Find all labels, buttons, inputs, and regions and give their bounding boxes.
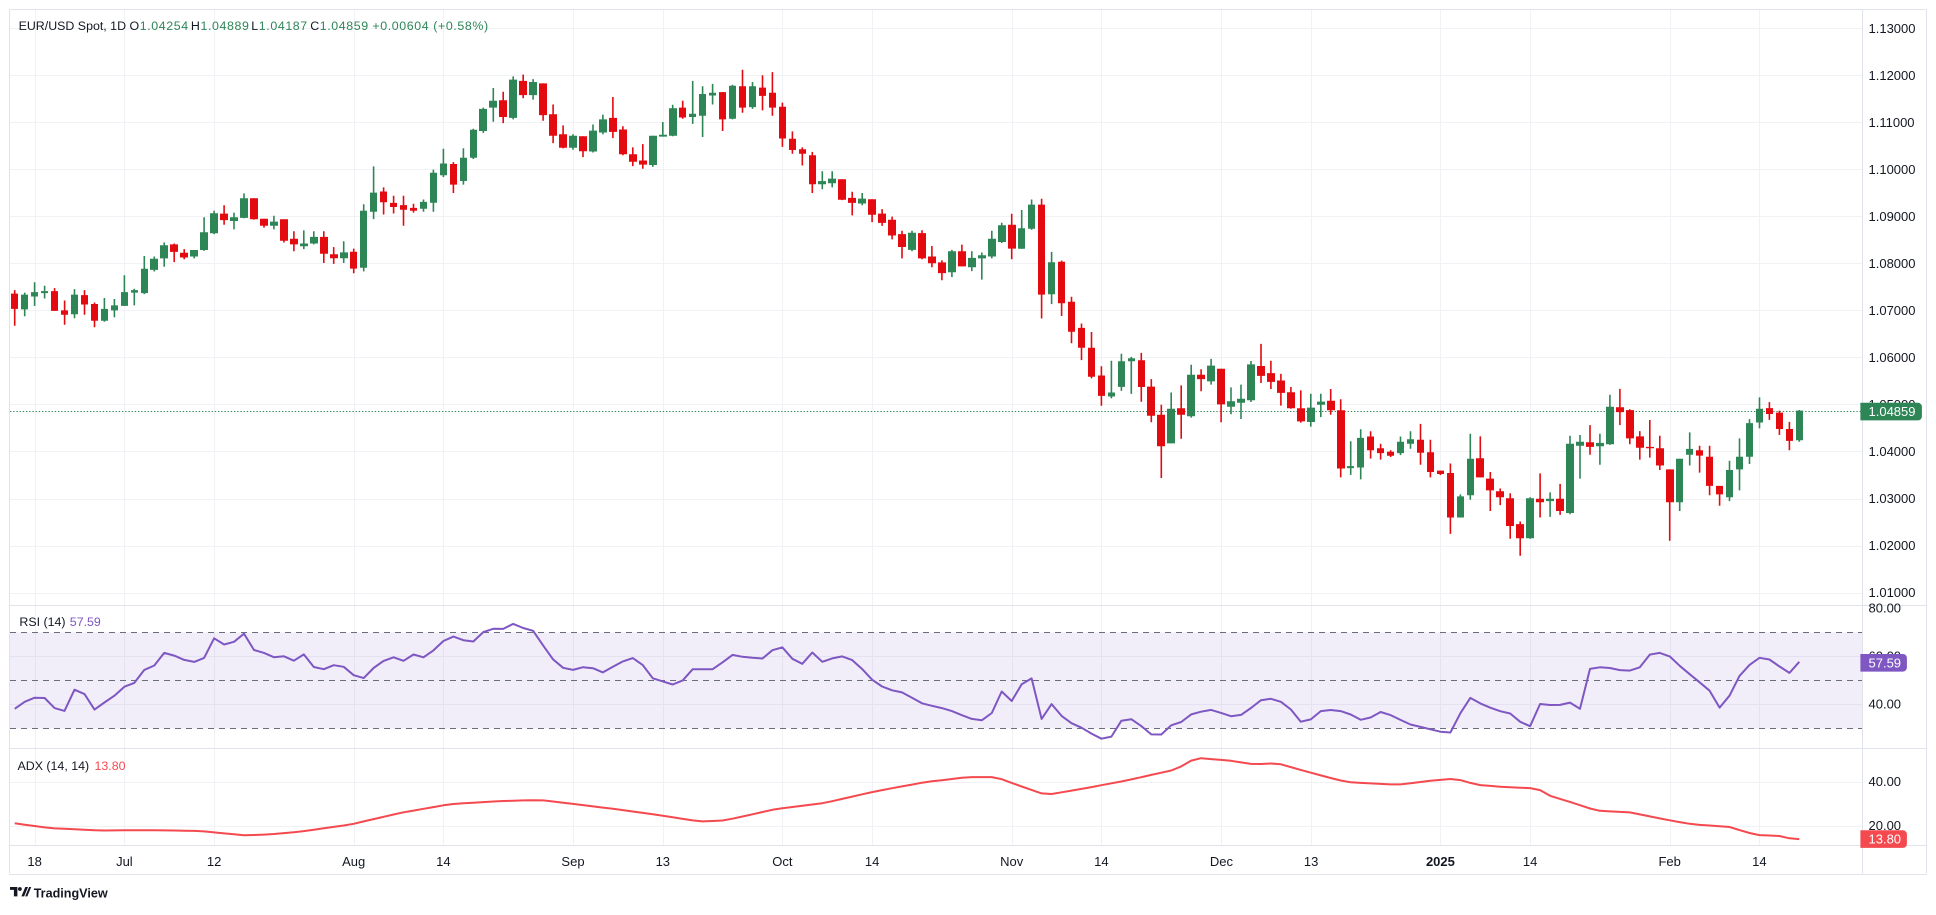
svg-text:57.59: 57.59 <box>70 615 101 629</box>
svg-text:14: 14 <box>1523 854 1537 869</box>
svg-text:57.59: 57.59 <box>1869 655 1902 670</box>
svg-text:13.80: 13.80 <box>1869 832 1902 847</box>
svg-text:2025: 2025 <box>1426 854 1455 869</box>
svg-text:1.12000: 1.12000 <box>1869 68 1916 83</box>
svg-text:ADX (14, 14): ADX (14, 14) <box>18 759 90 773</box>
svg-text:1.06000: 1.06000 <box>1869 350 1916 365</box>
svg-text:14: 14 <box>865 854 879 869</box>
svg-text:O1.04254: O1.04254 <box>130 19 189 33</box>
svg-text:13: 13 <box>1304 854 1318 869</box>
svg-text:40.00: 40.00 <box>1869 774 1902 789</box>
svg-text:20.00: 20.00 <box>1869 818 1902 833</box>
svg-text:14: 14 <box>1094 854 1108 869</box>
svg-text:1.13000: 1.13000 <box>1869 21 1916 36</box>
svg-text:H1.04889: H1.04889 <box>191 19 250 33</box>
svg-text:Sep: Sep <box>561 854 584 869</box>
svg-text:1.09000: 1.09000 <box>1869 209 1916 224</box>
svg-text:1.08000: 1.08000 <box>1869 256 1916 271</box>
svg-text:EUR/USD Spot, 1D: EUR/USD Spot, 1D <box>19 19 126 33</box>
svg-text:Feb: Feb <box>1658 854 1680 869</box>
svg-text:18: 18 <box>27 854 41 869</box>
svg-text:40.00: 40.00 <box>1869 697 1902 712</box>
svg-text:14: 14 <box>1752 854 1766 869</box>
svg-text:1.04000: 1.04000 <box>1869 444 1916 459</box>
svg-text:RSI (14): RSI (14) <box>19 615 65 629</box>
svg-text:L1.04187: L1.04187 <box>251 19 307 33</box>
svg-text:1.01000: 1.01000 <box>1869 585 1916 600</box>
svg-text:+0.00604 (+0.58%): +0.00604 (+0.58%) <box>372 19 488 33</box>
svg-text:TradingView: TradingView <box>34 887 108 901</box>
svg-text:12: 12 <box>207 854 221 869</box>
svg-text:Jul: Jul <box>116 854 133 869</box>
svg-text:1.04859: 1.04859 <box>1869 404 1916 419</box>
svg-text:Aug: Aug <box>342 854 365 869</box>
svg-text:14: 14 <box>436 854 450 869</box>
svg-text:Nov: Nov <box>1000 854 1024 869</box>
svg-text:Dec: Dec <box>1210 854 1234 869</box>
svg-text:13.80: 13.80 <box>95 759 126 773</box>
svg-text:1.07000: 1.07000 <box>1869 303 1916 318</box>
svg-text:1.10000: 1.10000 <box>1869 162 1916 177</box>
svg-text:80.00: 80.00 <box>1869 601 1902 616</box>
svg-text:1.03000: 1.03000 <box>1869 491 1916 506</box>
svg-text:C1.04859: C1.04859 <box>310 19 369 33</box>
svg-text:1.11000: 1.11000 <box>1869 115 1915 130</box>
svg-text:13: 13 <box>656 854 670 869</box>
svg-text:1.02000: 1.02000 <box>1869 538 1916 553</box>
svg-text:Oct: Oct <box>772 854 793 869</box>
